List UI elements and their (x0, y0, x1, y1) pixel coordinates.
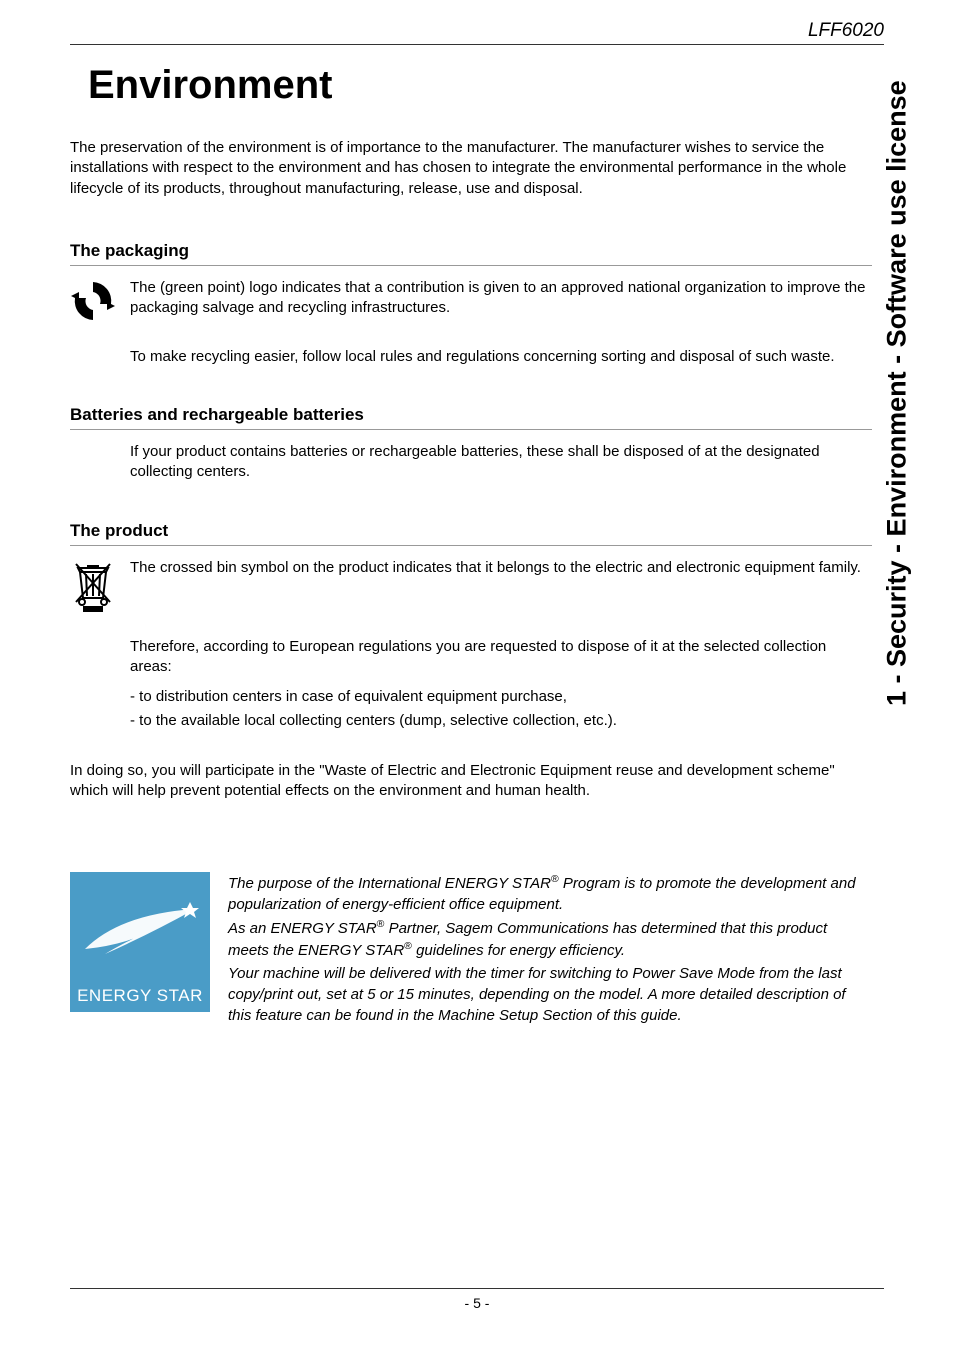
registered-icon: ® (404, 940, 412, 952)
packaging-p2: To make recycling easier, follow local r… (130, 347, 872, 367)
intro-paragraph: The preservation of the environment is o… (70, 138, 872, 199)
heading-batteries: Batteries and rechargeable batteries (70, 405, 872, 430)
heading-product: The product (70, 521, 872, 546)
header-rule: LFF6020 (70, 20, 884, 45)
chapter-side-tab: 1 - Security - Environment - Software us… (878, 46, 916, 706)
estar-p2a: As an ENERGY STAR (228, 920, 377, 937)
energy-star-logo: ENERGY STAR (70, 872, 210, 1012)
batteries-p1: If your product contains batteries or re… (130, 442, 872, 483)
page-footer: - 5 - (70, 1288, 884, 1311)
estar-p2c: guidelines for energy efficiency. (412, 942, 625, 959)
page-title: Environment (88, 63, 872, 108)
energy-star-text: The purpose of the International ENERGY … (228, 872, 872, 1028)
energy-star-block: ENERGY STAR The purpose of the Internati… (70, 872, 872, 1028)
product-p1: The crossed bin symbol on the product in… (130, 558, 872, 578)
page-number: - 5 - (465, 1295, 490, 1311)
product-bullet-1: - to distribution centers in case of equ… (130, 685, 872, 709)
packaging-p1: The (green point) logo indicates that a … (130, 278, 872, 319)
product-p2: Therefore, according to European regulat… (130, 637, 872, 678)
energy-star-label: ENERGY STAR (70, 980, 210, 1012)
product-closing: In doing so, you will participate in the… (70, 761, 872, 802)
estar-p3: Your machine will be delivered with the … (228, 963, 872, 1026)
product-bullet-2: - to the available local collecting cent… (130, 709, 872, 733)
registered-icon: ® (551, 873, 559, 885)
model-number: LFF6020 (70, 20, 884, 42)
estar-p1a: The purpose of the International ENERGY … (228, 875, 551, 892)
heading-packaging: The packaging (70, 241, 872, 266)
green-point-icon (70, 278, 116, 329)
weee-bin-icon (70, 558, 116, 619)
energy-star-swirl-icon (80, 894, 200, 964)
